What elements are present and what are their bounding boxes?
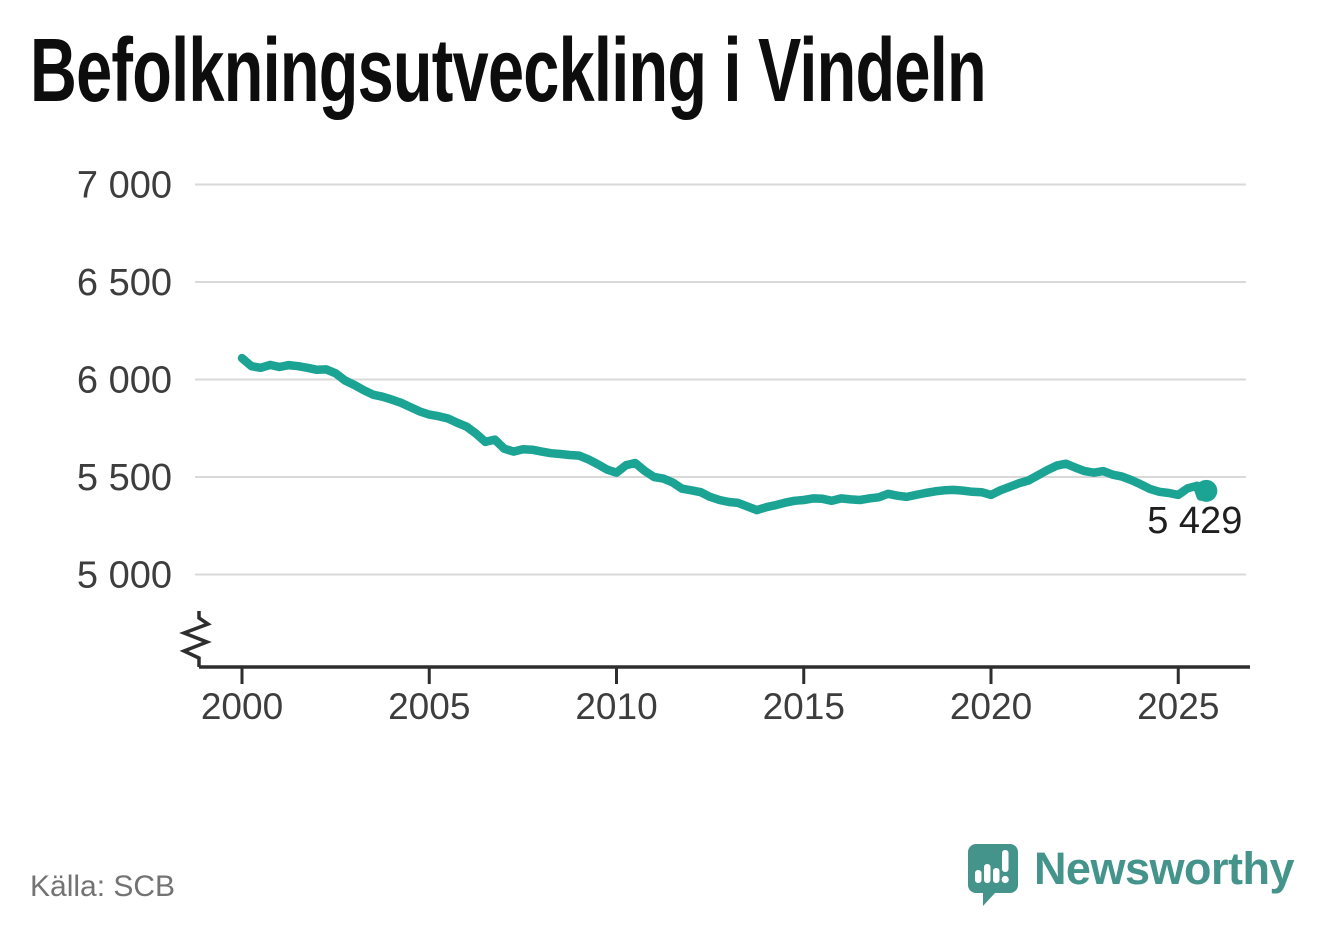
- x-tick-label: 2025: [1137, 686, 1219, 727]
- x-tick-label: 2005: [388, 686, 470, 727]
- newsworthy-speech-bubble-chart-icon: [967, 844, 1018, 906]
- y-tick-label: 6 500: [77, 262, 172, 304]
- x-tick-label: 2010: [575, 686, 657, 727]
- x-tick-label: 2020: [950, 686, 1032, 727]
- y-tick-label: 7 000: [77, 165, 172, 207]
- series-end-point-dot: [1195, 479, 1218, 502]
- y-tick-label: 5 500: [77, 457, 172, 499]
- population-series-line: [237, 353, 1211, 515]
- newsworthy-logo-text: Newsworthy: [1033, 843, 1295, 894]
- end-value-label: 5 429: [1147, 500, 1242, 542]
- newsworthy-logo: Newsworthy: [967, 843, 1295, 909]
- source-note: Källa: SCB: [30, 870, 176, 903]
- y-tick-label: 5 000: [77, 555, 172, 597]
- x-tick-label: 2015: [763, 686, 845, 727]
- y-axis-tick-labels: 5 000 5 500 6 000 6 500 7 000: [77, 165, 172, 597]
- y-tick-label: 6 000: [77, 360, 172, 402]
- x-tick-label: 2000: [201, 686, 283, 727]
- x-axis-tick-labels: 2000 2005 2010 2015 2020 2025: [201, 686, 1220, 727]
- gridlines: [195, 183, 1246, 576]
- y-axis-break-icon: [179, 611, 212, 667]
- page-title: Befolkningsutveckling i Vindeln: [30, 21, 987, 121]
- x-axis-ticks: [240, 667, 1180, 684]
